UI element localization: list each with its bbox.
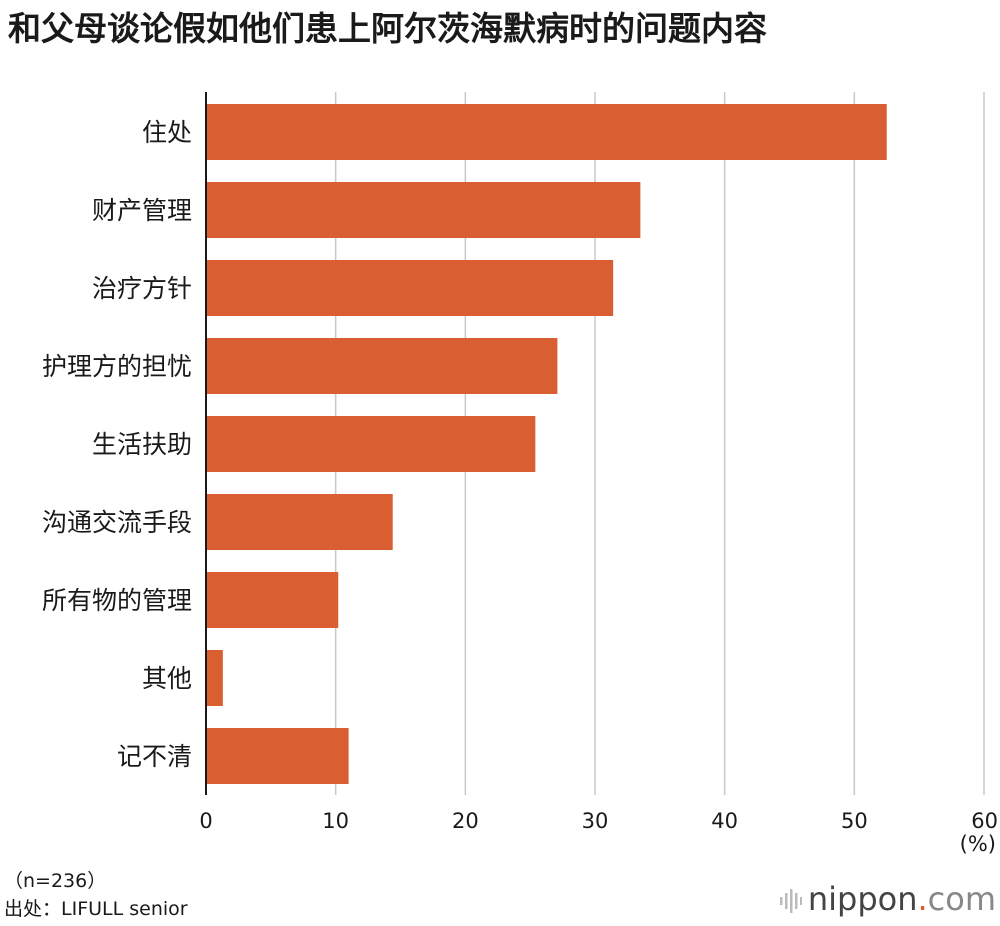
- bar-0: [206, 104, 887, 160]
- brand-dot: .: [917, 880, 928, 918]
- x-tick-label: 10: [322, 809, 349, 833]
- bar-5: [206, 494, 393, 550]
- category-label: 所有物的管理: [42, 586, 192, 615]
- x-tick-label: 30: [582, 809, 609, 833]
- category-label: 生活扶助: [92, 430, 192, 459]
- x-axis-unit: (%): [959, 832, 996, 856]
- bar-2: [206, 260, 614, 316]
- source-note: 出处：LIFULL senior: [4, 898, 188, 920]
- category-label: 记不清: [117, 742, 192, 771]
- brand-suffix: com: [927, 880, 996, 918]
- chart-title: 和父母谈论假如他们患上阿尔茨海默病时的问题内容: [8, 9, 767, 48]
- category-label: 财产管理: [92, 196, 192, 225]
- x-tick-labels: 0 10 20 30 40 50 60: [199, 809, 998, 833]
- x-tick-label: 60: [971, 809, 998, 833]
- x-tick-label: 50: [841, 809, 868, 833]
- category-label: 住处: [142, 118, 192, 147]
- x-tick-label: 40: [711, 809, 738, 833]
- brand-mark-icon: [779, 889, 802, 913]
- x-tick-label: 0: [199, 809, 212, 833]
- sample-size-note: （n=236）: [4, 870, 107, 892]
- brand-name: nippon: [807, 880, 918, 918]
- bar-8: [206, 728, 349, 784]
- bar-7: [206, 650, 223, 706]
- bar-1: [206, 182, 641, 238]
- category-label: 沟通交流手段: [42, 508, 192, 537]
- bar-4: [206, 416, 536, 472]
- bar-6: [206, 572, 339, 628]
- category-label: 其他: [142, 664, 192, 693]
- x-tick-label: 20: [452, 809, 479, 833]
- category-label: 护理方的担忧: [42, 352, 192, 381]
- category-label: 治疗方针: [92, 274, 192, 303]
- bars: [206, 104, 887, 784]
- brand-logo: nippon.com: [779, 880, 996, 918]
- bar-3: [206, 338, 558, 394]
